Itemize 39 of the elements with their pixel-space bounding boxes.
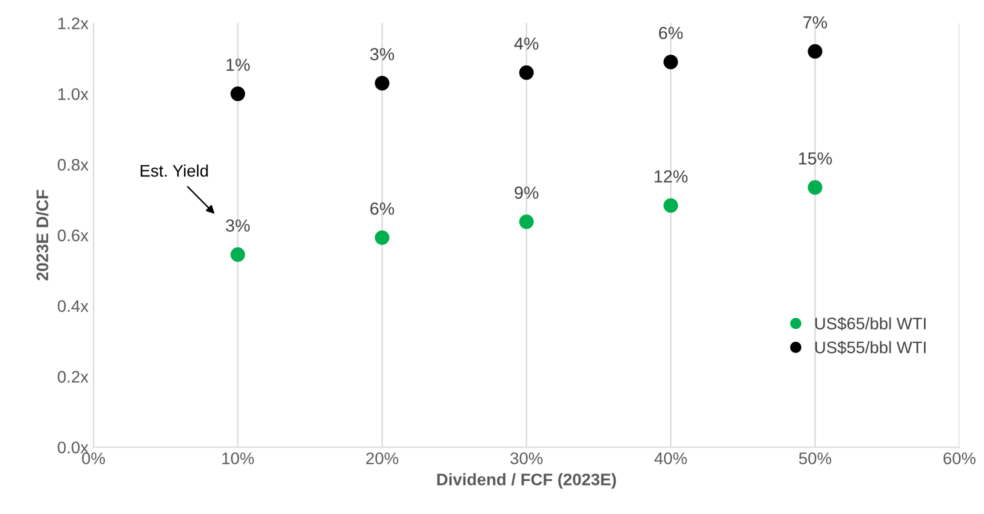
x-tick-label: 50% xyxy=(799,452,832,464)
x-tick-label: 10% xyxy=(222,452,254,464)
point xyxy=(663,54,678,70)
annotation: 6% xyxy=(370,202,394,215)
legend-label: US$65/bbl WTI xyxy=(815,316,926,330)
point xyxy=(230,86,246,102)
point xyxy=(374,230,390,245)
annotation: 1% xyxy=(226,58,250,71)
x-tick-label: 60% xyxy=(944,452,976,464)
y-tick-label: 0.4x xyxy=(58,300,88,312)
y-tick-label: 0.2x xyxy=(58,370,88,383)
point xyxy=(663,198,678,213)
annotation: Est. Yield xyxy=(140,164,208,177)
y-tick-label: 1.0x xyxy=(58,88,88,100)
point xyxy=(519,65,534,80)
annotation: 12% xyxy=(654,170,688,183)
x-axis-title: Dividend / FCF (2023E) xyxy=(437,473,616,489)
annotation: 4% xyxy=(514,38,538,50)
y-tick-label: 0.8x xyxy=(58,158,88,171)
point xyxy=(230,247,246,262)
point xyxy=(374,76,390,90)
point xyxy=(519,214,534,230)
annotation: 9% xyxy=(514,186,538,199)
annotation: 3% xyxy=(370,48,394,60)
y-tick-label: 0.6x xyxy=(58,230,88,242)
x-tick-label: 20% xyxy=(366,452,398,464)
annotation: 15% xyxy=(799,152,832,165)
point xyxy=(808,180,822,195)
x-tick-label: 0% xyxy=(82,452,105,464)
legend-label: US$55/bbl WTI xyxy=(815,340,926,354)
annotation: 3% xyxy=(226,219,250,232)
annotation: 6% xyxy=(659,26,683,40)
x-tick-label: 40% xyxy=(654,452,687,464)
x-tick-label: 30% xyxy=(510,452,543,464)
annotation: 7% xyxy=(803,16,828,28)
y-tick-label: 0.0x xyxy=(58,442,88,454)
point xyxy=(808,44,822,59)
y-axis-title: 2023E D/CF xyxy=(36,190,48,280)
y-tick-label: 1.2x xyxy=(58,18,88,30)
